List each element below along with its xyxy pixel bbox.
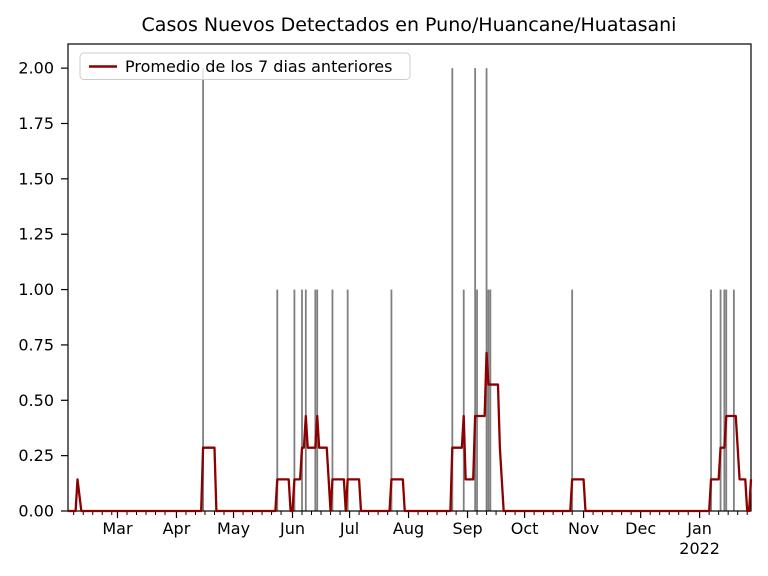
average-line [68, 351, 753, 513]
y-tick-label: 0.00 [18, 502, 54, 521]
case-bar [462, 289, 465, 511]
case-bar [451, 68, 454, 511]
case-bar [202, 68, 204, 511]
case-bar [390, 289, 393, 511]
x-tick-year-label: 2022 [679, 539, 720, 558]
case-bar [301, 289, 303, 511]
y-tick-label: 1.25 [18, 225, 54, 244]
case-bar [314, 289, 317, 511]
x-tick-label: Jul [339, 519, 359, 538]
daily-cases-bars [202, 68, 735, 511]
case-bar [346, 289, 349, 511]
x-tick-label: Apr [163, 519, 191, 538]
x-tick-label: May [217, 519, 250, 538]
case-bar [723, 289, 726, 511]
x-tick-label: Dec [625, 519, 656, 538]
y-tick-label: 0.50 [18, 391, 54, 410]
case-bar [474, 68, 477, 511]
case-bar [732, 289, 735, 511]
case-bar [276, 289, 279, 511]
y-tick-label: 0.75 [18, 335, 54, 354]
y-tick-label: 1.75 [18, 114, 54, 133]
x-tick-label: Sep [452, 519, 482, 538]
average-line-layer [68, 351, 753, 513]
y-tick-label: 0.25 [18, 446, 54, 465]
x-tick-label: Mar [102, 519, 133, 538]
x-tick-label: Nov [568, 519, 599, 538]
chart-title: Casos Nuevos Detectados en Puno/Huancane… [142, 14, 677, 36]
axes-frame: 0.00 0.25 0.50 0.75 1.00 1.25 1.50 1.75 2.00 Mar A… [18, 43, 752, 558]
case-bar [485, 68, 488, 511]
legend: Promedio de los 7 dias anteriores [79, 52, 411, 80]
case-bar [304, 289, 307, 511]
case-bar [725, 289, 728, 511]
case-bar [571, 289, 574, 511]
x-tick-label: Oct [511, 519, 539, 538]
case-bar [487, 289, 490, 511]
y-tick-label: 1.00 [18, 280, 54, 299]
x-tick-label: Jan [686, 519, 712, 538]
legend-box [79, 52, 411, 80]
y-tick-label: 2.00 [18, 59, 54, 78]
case-bar [719, 289, 722, 511]
x-tick-label: Aug [393, 519, 424, 538]
case-bar [489, 289, 492, 511]
case-bar [476, 289, 478, 511]
legend-label: Promedio de los 7 dias anteriores [125, 57, 392, 76]
plot-border [67, 43, 752, 512]
y-tick-label: 1.50 [18, 169, 54, 188]
case-bar [316, 289, 319, 511]
case-bar [293, 289, 296, 511]
case-bar [331, 289, 334, 511]
case-bar [710, 289, 712, 511]
x-tick-label: Jun [279, 519, 305, 538]
